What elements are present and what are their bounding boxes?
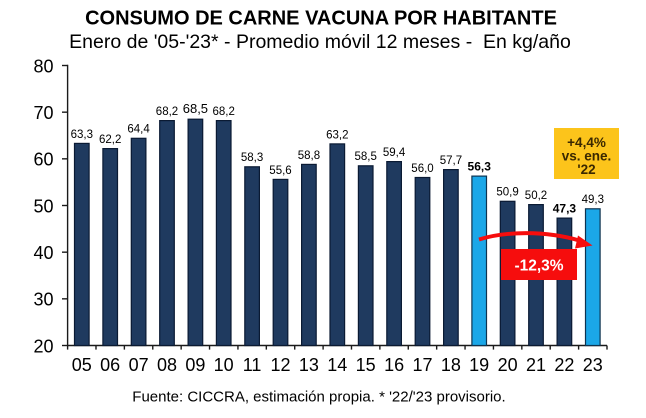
svg-text:08: 08 (157, 355, 177, 375)
svg-text:30: 30 (33, 290, 53, 310)
svg-text:55,6: 55,6 (269, 165, 291, 177)
svg-text:11: 11 (243, 355, 262, 375)
svg-text:07: 07 (129, 355, 149, 375)
svg-text:63,3: 63,3 (71, 129, 93, 141)
svg-text:59,4: 59,4 (383, 147, 406, 159)
svg-text:18: 18 (441, 355, 461, 375)
svg-text:63,2: 63,2 (326, 129, 348, 141)
svg-text:80: 80 (33, 56, 53, 76)
svg-text:70: 70 (33, 103, 53, 123)
svg-text:CONSUMO DE CARNE VACUNA POR HA: CONSUMO DE CARNE VACUNA POR HABITANTE (85, 7, 557, 29)
svg-text:23: 23 (583, 355, 603, 375)
svg-text:22: 22 (554, 355, 574, 375)
svg-text:68,5: 68,5 (183, 101, 208, 116)
svg-text:62,2: 62,2 (99, 134, 121, 146)
svg-text:Fuente: CICCRA, estimación pro: Fuente: CICCRA, estimación propia. * '22… (132, 388, 505, 405)
svg-text:57,7: 57,7 (440, 155, 462, 167)
svg-text:13: 13 (299, 355, 319, 375)
svg-text:50,9: 50,9 (496, 187, 518, 199)
svg-text:50: 50 (33, 196, 53, 216)
svg-text:09: 09 (185, 355, 205, 375)
svg-text:06: 06 (100, 355, 120, 375)
svg-text:15: 15 (356, 355, 376, 375)
svg-text:56,0: 56,0 (411, 163, 433, 175)
svg-text:58,5: 58,5 (355, 151, 377, 163)
svg-text:21: 21 (526, 355, 546, 375)
svg-text:58,3: 58,3 (241, 152, 263, 164)
svg-text:17: 17 (412, 355, 432, 375)
svg-text:68,2: 68,2 (156, 106, 178, 118)
svg-text:58,8: 58,8 (298, 150, 320, 162)
svg-text:05: 05 (72, 355, 92, 375)
svg-text:Enero de '05-'23* - Promedio m: Enero de '05-'23* - Promedio móvil 12 me… (69, 31, 571, 53)
svg-text:20: 20 (33, 336, 53, 356)
svg-text:68,2: 68,2 (213, 106, 235, 118)
svg-text:vs. ene.: vs. ene. (562, 149, 612, 164)
svg-text:+4,4%: +4,4% (567, 135, 606, 150)
svg-text:49,3: 49,3 (582, 194, 604, 206)
svg-text:-12,3%: -12,3% (514, 258, 563, 275)
svg-text:19: 19 (469, 355, 489, 375)
svg-text:'22: '22 (577, 162, 595, 177)
svg-text:20: 20 (498, 355, 518, 375)
svg-text:56,3: 56,3 (468, 159, 492, 173)
svg-text:64,4: 64,4 (127, 124, 150, 136)
svg-text:47,3: 47,3 (553, 201, 577, 215)
svg-text:10: 10 (214, 355, 234, 375)
svg-text:14: 14 (327, 355, 347, 375)
svg-text:12: 12 (270, 355, 290, 375)
svg-text:50,2: 50,2 (525, 190, 547, 202)
svg-text:16: 16 (384, 355, 404, 375)
svg-text:40: 40 (33, 243, 53, 263)
svg-text:60: 60 (33, 150, 53, 170)
